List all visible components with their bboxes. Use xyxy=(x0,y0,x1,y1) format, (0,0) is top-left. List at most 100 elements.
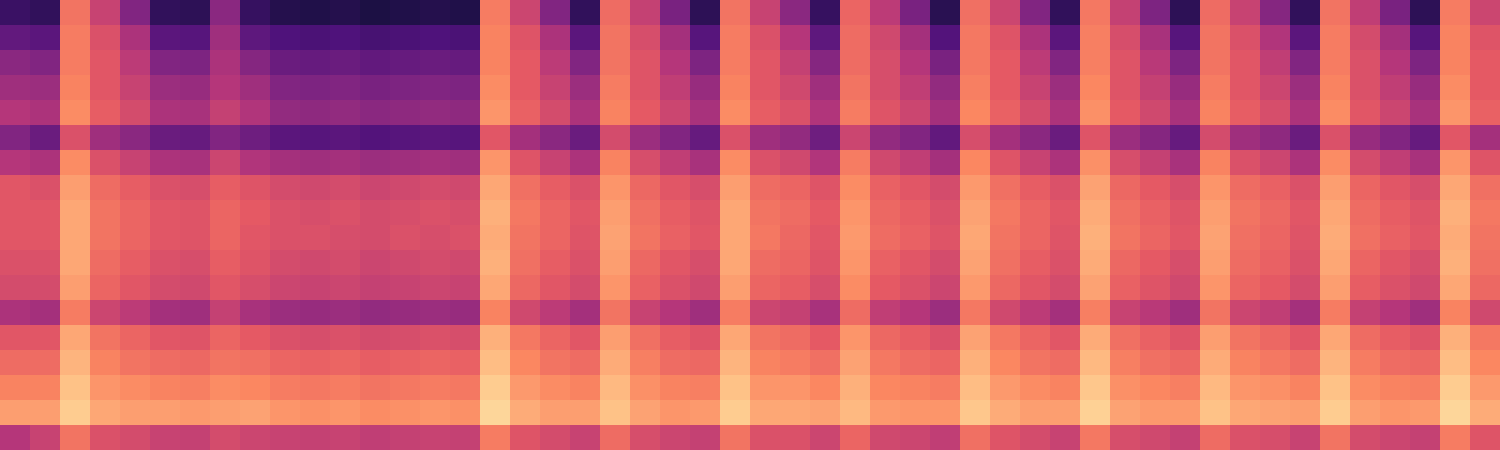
cell xyxy=(900,150,930,175)
cell xyxy=(930,250,960,275)
cell xyxy=(1440,150,1470,175)
cell xyxy=(1110,250,1140,275)
cell xyxy=(60,125,90,150)
cell xyxy=(600,225,630,250)
cell xyxy=(1050,150,1080,175)
cell xyxy=(1170,275,1200,300)
cell xyxy=(240,125,270,150)
cell xyxy=(1380,375,1410,400)
cell xyxy=(1290,125,1320,150)
cell xyxy=(660,275,690,300)
cell xyxy=(300,0,330,25)
cell xyxy=(1410,175,1440,200)
cell xyxy=(1140,300,1170,325)
cell xyxy=(1470,25,1500,50)
cell xyxy=(360,125,390,150)
cell xyxy=(150,350,180,375)
cell xyxy=(600,75,630,100)
cell xyxy=(570,425,600,450)
cell xyxy=(1320,25,1350,50)
cell xyxy=(240,75,270,100)
cell xyxy=(840,175,870,200)
cell xyxy=(690,75,720,100)
cell xyxy=(1380,50,1410,75)
cell xyxy=(420,100,450,125)
cell xyxy=(210,0,240,25)
cell xyxy=(1110,125,1140,150)
cell xyxy=(1170,350,1200,375)
cell xyxy=(720,100,750,125)
cell xyxy=(630,275,660,300)
cell xyxy=(30,250,60,275)
cell xyxy=(570,50,600,75)
cell xyxy=(1470,375,1500,400)
cell xyxy=(660,225,690,250)
cell xyxy=(180,200,210,225)
cell xyxy=(330,250,360,275)
cell xyxy=(0,175,30,200)
cell xyxy=(990,375,1020,400)
cell xyxy=(990,325,1020,350)
cell xyxy=(0,400,30,425)
cell xyxy=(480,50,510,75)
cell xyxy=(1290,325,1320,350)
cell xyxy=(780,175,810,200)
cell xyxy=(1050,425,1080,450)
cell xyxy=(1350,125,1380,150)
cell xyxy=(30,200,60,225)
cell xyxy=(480,375,510,400)
cell xyxy=(150,75,180,100)
cell xyxy=(1290,300,1320,325)
cell xyxy=(420,175,450,200)
cell xyxy=(1410,300,1440,325)
cell xyxy=(1260,300,1290,325)
cell xyxy=(990,200,1020,225)
cell xyxy=(150,375,180,400)
cell xyxy=(90,200,120,225)
cell xyxy=(960,75,990,100)
cell xyxy=(1200,200,1230,225)
cell xyxy=(420,0,450,25)
cell xyxy=(1050,25,1080,50)
cell xyxy=(1020,75,1050,100)
cell xyxy=(1470,150,1500,175)
cell xyxy=(270,350,300,375)
cell xyxy=(390,50,420,75)
cell xyxy=(750,350,780,375)
cell xyxy=(690,50,720,75)
cell xyxy=(1290,350,1320,375)
cell xyxy=(330,200,360,225)
cell xyxy=(990,75,1020,100)
cell xyxy=(900,375,930,400)
cell xyxy=(570,350,600,375)
cell xyxy=(1320,375,1350,400)
cell xyxy=(1140,100,1170,125)
cell xyxy=(30,425,60,450)
cell xyxy=(750,400,780,425)
cell xyxy=(450,25,480,50)
cell xyxy=(330,375,360,400)
cell xyxy=(660,0,690,25)
cell xyxy=(540,300,570,325)
cell xyxy=(900,350,930,375)
cell xyxy=(1170,25,1200,50)
cell xyxy=(150,200,180,225)
cell xyxy=(1080,325,1110,350)
cell xyxy=(510,250,540,275)
cell xyxy=(270,75,300,100)
cell xyxy=(1380,400,1410,425)
cell xyxy=(1230,300,1260,325)
cell xyxy=(930,125,960,150)
cell xyxy=(810,275,840,300)
cell xyxy=(810,50,840,75)
cell xyxy=(30,375,60,400)
cell xyxy=(630,225,660,250)
cells xyxy=(0,0,1500,450)
cell xyxy=(1050,225,1080,250)
cell xyxy=(1200,275,1230,300)
cell xyxy=(360,200,390,225)
cell xyxy=(870,225,900,250)
cell xyxy=(570,400,600,425)
cell xyxy=(30,325,60,350)
cell xyxy=(540,275,570,300)
